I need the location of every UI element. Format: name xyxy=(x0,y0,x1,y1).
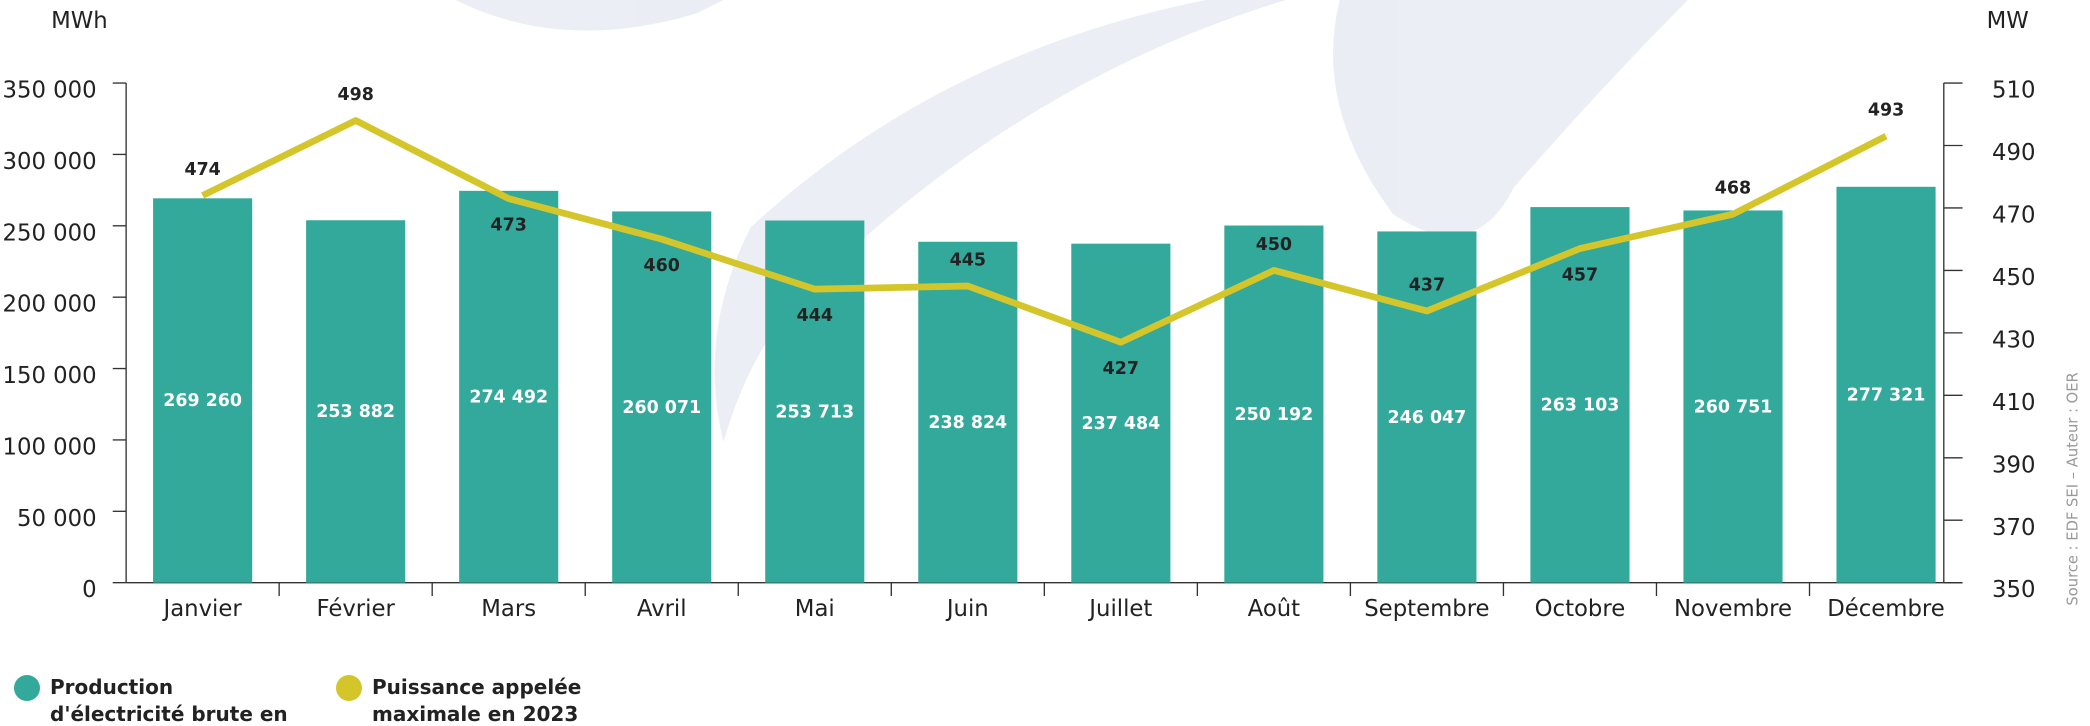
bar-value-label: 250 192 xyxy=(1235,405,1314,425)
bar-value-label: 277 321 xyxy=(1847,385,1926,405)
left-unit: MWh xyxy=(51,8,108,34)
line-value-label: 493 xyxy=(1868,101,1904,121)
x-tick-label: Octobre xyxy=(1535,596,1626,622)
line-value-label: 498 xyxy=(337,85,373,105)
legend-item: Puissance appelée maximale en 2023 (MW) xyxy=(336,674,632,726)
bar-value-label: 246 047 xyxy=(1388,408,1467,428)
x-tick-label: Février xyxy=(316,596,395,622)
x-tick-label: Juin xyxy=(945,596,989,622)
bar-value-label: 253 713 xyxy=(775,402,854,422)
legend-label: Production d'électricité brute en 2023 (… xyxy=(50,674,310,726)
y-tick-label: 150 000 xyxy=(2,363,96,389)
legend-swatch xyxy=(336,675,362,701)
y2-tick-label: 410 xyxy=(1992,390,2035,416)
bar-value-label: 263 103 xyxy=(1541,396,1620,416)
y2-tick-label: 470 xyxy=(1992,202,2035,228)
x-tick-label: Mars xyxy=(481,596,536,622)
y2-tick-label: 390 xyxy=(1992,452,2035,478)
y2-tick-label: 430 xyxy=(1992,327,2035,353)
line-value-label: 474 xyxy=(184,160,220,180)
line-value-label: 444 xyxy=(797,306,833,326)
bar-value-label: 260 071 xyxy=(622,398,701,418)
y-tick-label: 300 000 xyxy=(2,149,96,175)
x-tick-label: Novembre xyxy=(1674,596,1792,622)
legend-swatch xyxy=(14,675,40,701)
y2-tick-label: 450 xyxy=(1992,265,2035,291)
bar-value-label: 253 882 xyxy=(316,402,395,422)
line-value-label: 473 xyxy=(491,215,527,235)
right-unit: MW xyxy=(1987,8,2029,34)
y2-tick-label: 370 xyxy=(1992,515,2035,541)
line-value-label: 427 xyxy=(1103,359,1139,379)
page: MWh MW Source : EDF SEI – Auteur : OER 0… xyxy=(0,0,2090,726)
bar-value-label: 260 751 xyxy=(1694,397,1773,417)
line xyxy=(203,121,1886,343)
x-tick-label: Septembre xyxy=(1364,596,1489,622)
y-tick-label: 200 000 xyxy=(2,292,96,318)
x-tick-label: Janvier xyxy=(161,596,242,622)
line-value-label: 460 xyxy=(644,256,680,276)
y2-tick-label: 350 xyxy=(1992,577,2035,603)
y-tick-label: 350 000 xyxy=(2,78,96,104)
y-tick-label: 100 000 xyxy=(2,434,96,460)
legend-label: Puissance appelée maximale en 2023 (MW) xyxy=(372,674,632,726)
line-value-label: 468 xyxy=(1715,179,1751,199)
bar-value-label: 237 484 xyxy=(1081,414,1160,434)
y-tick-label: 0 xyxy=(82,577,96,603)
x-tick-label: Décembre xyxy=(1827,596,1945,622)
x-tick-label: Juillet xyxy=(1087,596,1152,622)
chart: MWh MW Source : EDF SEI – Auteur : OER 0… xyxy=(0,0,2090,726)
bar-value-label: 274 492 xyxy=(469,387,548,407)
y2-tick-label: 490 xyxy=(1992,140,2035,166)
x-tick-label: Mai xyxy=(795,596,835,622)
line-value-label: 437 xyxy=(1409,276,1445,296)
y-tick-label: 50 000 xyxy=(17,506,97,532)
line-value-label: 450 xyxy=(1256,235,1292,255)
line-value-label: 457 xyxy=(1562,265,1598,285)
y-tick-label: 250 000 xyxy=(2,220,96,246)
x-tick-label: Août xyxy=(1248,596,1301,622)
legend-item: Production d'électricité brute en 2023 (… xyxy=(14,674,310,726)
bar-value-label: 238 824 xyxy=(928,413,1007,433)
bar-value-label: 269 260 xyxy=(163,391,242,411)
line-value-label: 445 xyxy=(950,251,986,271)
source-note: Source : EDF SEI – Auteur : OER xyxy=(2065,372,2082,605)
x-tick-label: Avril xyxy=(637,596,687,622)
y2-tick-label: 510 xyxy=(1992,78,2035,104)
